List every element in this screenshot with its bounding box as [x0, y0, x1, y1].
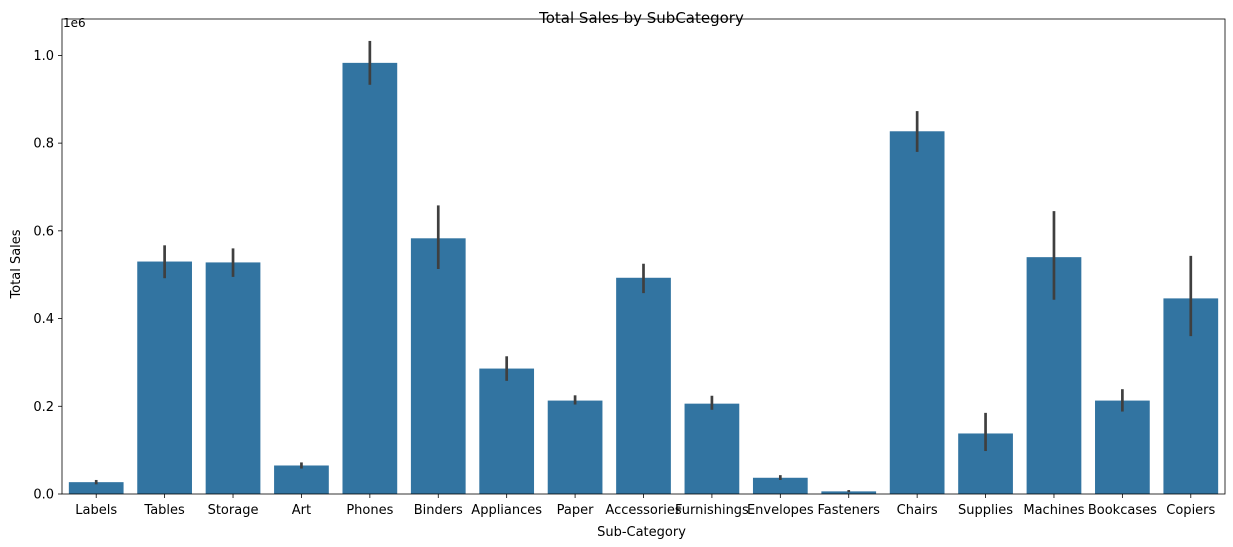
x-axis-label: Sub-Category: [597, 525, 686, 540]
chart-title: Total Sales by SubCategory: [538, 9, 744, 27]
x-tick-label: Chairs: [897, 503, 938, 518]
bar-accessories: [616, 277, 671, 494]
x-tick-label: Bookcases: [1088, 503, 1157, 518]
x-tick-label: Furnishings: [675, 503, 749, 518]
bar-art: [274, 465, 329, 494]
bar-phones: [342, 62, 398, 495]
x-tick-label: Copiers: [1166, 503, 1215, 518]
bar-fasteners: [821, 491, 877, 494]
x-tick-label: Tables: [143, 503, 185, 518]
y-tick-label: 0.6: [33, 224, 54, 239]
bar-paper: [547, 400, 603, 494]
y-tick-label: 0.8: [33, 137, 54, 152]
y-tick-label: 0.4: [33, 312, 54, 327]
bar-appliances: [479, 368, 535, 494]
error-bars-layer: [94, 40, 1193, 493]
x-tick-label: Labels: [75, 503, 117, 518]
x-tick-label: Machines: [1023, 503, 1084, 518]
x-tick-label: Paper: [557, 503, 594, 518]
x-tick-label: Binders: [414, 503, 463, 518]
bar-furnishings: [684, 403, 740, 494]
x-ticks-layer: Labels Tables Storage Art Phones Binders Appli…: [75, 494, 1216, 518]
y-tick-label: 0.2: [33, 400, 54, 415]
bar-chairs: [889, 131, 945, 494]
x-tick-label: Accessories: [605, 503, 681, 518]
x-tick-label: Envelopes: [747, 503, 814, 518]
bar-binders: [410, 238, 466, 494]
x-tick-label: Appliances: [471, 503, 542, 518]
y-tick-label: 1.0: [33, 49, 54, 64]
bar-bookcases: [1095, 400, 1150, 494]
x-tick-label: Storage: [208, 503, 259, 518]
bar-envelopes: [752, 477, 808, 494]
x-tick-label: Fasteners: [817, 503, 880, 518]
bars-layer: [68, 62, 1219, 495]
y-axis-offset-label: 1e6: [63, 16, 86, 30]
bar-labels: [68, 482, 124, 494]
x-tick-label: Phones: [346, 503, 393, 518]
x-tick-label: Supplies: [958, 503, 1013, 518]
x-tick-label: Art: [292, 503, 311, 518]
y-axis-label: Total Sales: [9, 229, 24, 299]
bar-storage: [205, 262, 261, 494]
bar-tables: [137, 261, 192, 494]
y-tick-label: 0.0: [33, 488, 54, 503]
y-ticks-layer: 0.0 0.2 0.4 0.6 0.8 1.0: [33, 49, 62, 503]
